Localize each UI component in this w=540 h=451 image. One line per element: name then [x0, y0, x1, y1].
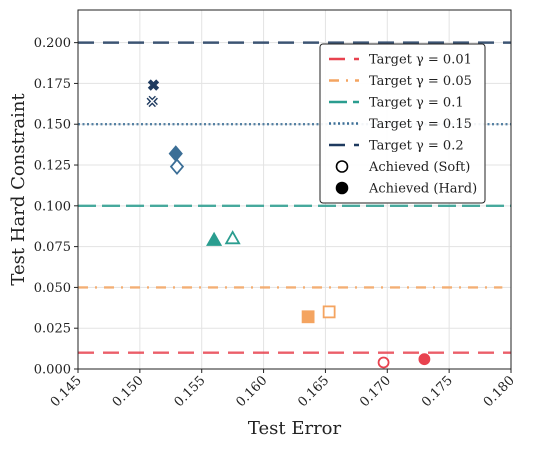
point-soft-1 [377, 356, 390, 369]
point-soft-3 [224, 230, 241, 245]
legend-marker-hard [335, 181, 349, 195]
y-tick-label: 0.150 [34, 118, 71, 133]
point-soft-2 [322, 305, 336, 319]
x-tick-label: 0.165 [295, 373, 332, 410]
point-hard-3 [206, 231, 223, 246]
point-hard-2 [301, 310, 315, 324]
y-tick-label: 0.175 [34, 77, 71, 92]
legend-marker-soft [335, 160, 349, 173]
legend-label-1: Target γ = 0.01 [369, 53, 472, 68]
legend-box [319, 43, 486, 204]
point-hard-4 [168, 145, 183, 162]
point-soft-4 [169, 158, 185, 176]
x-tick-label: 0.145 [48, 373, 85, 410]
x-tick-label: 0.170 [357, 373, 394, 410]
y-tick-label: 0.025 [34, 322, 71, 337]
x-tick-label: 0.150 [110, 373, 147, 410]
y-axis-title: Test Hard Constraint [8, 93, 29, 286]
legend-label-3: Target γ = 0.1 [369, 96, 464, 111]
y-tick-label: 0.075 [34, 240, 71, 255]
y-tick-label: 0.125 [34, 159, 71, 174]
point-hard-5-stroke-b [147, 79, 160, 91]
point-hard-1 [418, 353, 431, 366]
x-tick-label: 0.180 [481, 373, 518, 410]
x-tick-label: 0.160 [233, 373, 270, 410]
legend-label-2: Target γ = 0.05 [369, 74, 472, 89]
plot-frame [77, 9, 512, 370]
y-tick-label: 0.000 [34, 363, 71, 378]
y-tick-label: 0.200 [34, 36, 71, 51]
x-axis-title: Test Error [248, 418, 342, 439]
legend-label-4: Target γ = 0.15 [369, 117, 472, 132]
legend-label-5: Target γ = 0.2 [369, 139, 464, 154]
y-tick-label: 0.050 [34, 281, 71, 296]
x-tick-label: 0.155 [172, 373, 209, 410]
legend-label-hard: Achieved (Hard) [368, 182, 477, 197]
point-soft-5-hollow-b [147, 96, 157, 107]
x-tick-label: 0.175 [419, 373, 456, 410]
y-tick-label: 0.100 [34, 199, 71, 214]
legend-label-soft: Achieved (Soft) [368, 160, 470, 175]
